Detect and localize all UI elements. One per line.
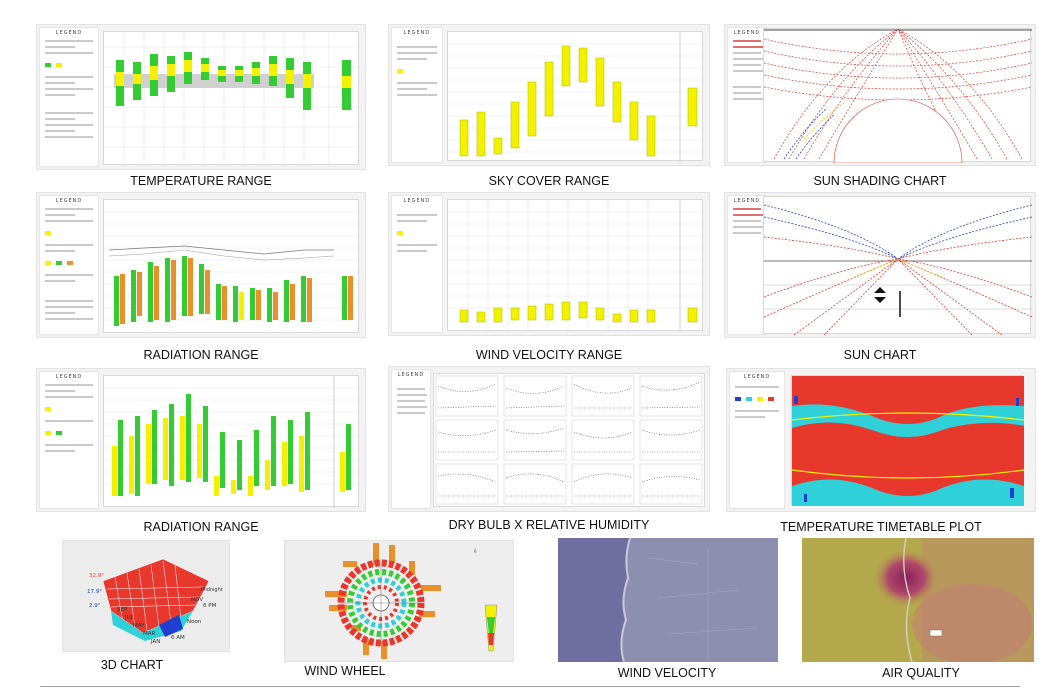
temperature-range-panel: LEGEND <box>36 24 366 170</box>
sky-cover-legend: LEGEND <box>391 27 443 163</box>
chart-3d-panel: 32.9° 17.9° 2.9° SEP JUL MAY MAR JAN NOV… <box>62 540 230 652</box>
timetable-legend: LEGEND <box>729 371 785 509</box>
caption-dry-bulb-rh: DRY BULB X RELATIVE HUMIDITY <box>448 518 650 532</box>
wind-wheel-graphic: ⇩ <box>325 543 498 659</box>
wind-velocity-chart <box>447 199 704 332</box>
legend-title: LEGEND <box>733 198 761 204</box>
caption-radiation-range-1: RADIATION RANGE <box>143 348 259 362</box>
month-jan-label: JAN <box>150 639 160 645</box>
wind-velocity-bars <box>459 301 698 323</box>
radiation-chart-2 <box>103 375 360 508</box>
radiation-chart-1 <box>103 199 360 333</box>
caption-air-quality: AIR QUALITY <box>882 666 960 680</box>
time-midnight-label: Midnight <box>201 587 223 593</box>
time-6am-label: 6 AM <box>171 635 185 641</box>
legend-title: LEGEND <box>403 30 431 36</box>
month-sep-label: SEP <box>117 607 128 613</box>
dry-bulb-rh-chart <box>433 373 705 507</box>
dry-bulb-legend: LEGEND <box>391 369 431 509</box>
temp-mid-label: 17.9° <box>87 589 102 595</box>
legend-title: LEGEND <box>55 30 83 36</box>
legend-title: LEGEND <box>743 374 771 380</box>
temperature-timetable-panel: LEGEND <box>726 368 1036 512</box>
sun-chart <box>763 196 1032 335</box>
time-noon-label: Noon <box>187 619 202 625</box>
caption-wind-velocity-range: WIND VELOCITY RANGE <box>475 348 623 362</box>
dry-bulb-rh-panel: LEGEND <box>388 366 710 512</box>
sky-cover-bars <box>459 45 698 157</box>
time-6pm-label: 6 PM <box>203 603 217 609</box>
timetable-chart <box>791 375 1024 506</box>
caption-sky-cover-range: SKY COVER RANGE <box>488 174 610 188</box>
chart-3d-surface: 32.9° 17.9° 2.9° SEP JUL MAY MAR JAN NOV… <box>87 558 223 645</box>
caption-temperature-timetable: TEMPERATURE TIMETABLE PLOT <box>780 520 982 534</box>
air-quality-map <box>802 538 1034 662</box>
radiation-legend-1: LEGEND <box>39 195 99 335</box>
temperature-range-chart <box>103 31 360 166</box>
temperature-range-legend: LEGEND <box>39 27 99 167</box>
radiation-legend-2: LEGEND <box>39 371 99 509</box>
temp-low-label: 2.9° <box>89 603 101 609</box>
wind-velocity-range-panel: LEGEND <box>388 192 710 336</box>
wind-velocity-map <box>558 538 778 662</box>
radiation-range-panel-2: LEGEND <box>36 368 366 512</box>
sun-shading-panel: LEGEND <box>724 24 1036 166</box>
sky-cover-chart <box>447 31 704 162</box>
radiation-bars-2 <box>112 394 351 496</box>
legend-title: LEGEND <box>55 198 83 204</box>
month-may-label: MAY <box>133 623 145 629</box>
caption-sun-chart: SUN CHART <box>843 348 917 362</box>
caption-wind-wheel: WIND WHEEL <box>304 664 386 678</box>
sky-cover-range-panel: LEGEND <box>388 24 710 166</box>
temperature-bars <box>116 52 351 110</box>
month-nov-label: NOV <box>191 597 203 603</box>
sun-shading-legend: LEGEND <box>727 27 767 163</box>
month-mar-label: MAR <box>143 631 156 637</box>
radiation-range-panel-1: LEGEND <box>36 192 366 338</box>
legend-title: LEGEND <box>55 374 83 380</box>
temp-high-label: 32.9° <box>89 573 104 579</box>
caption-radiation-range-2: RADIATION RANGE <box>143 520 259 534</box>
sun-shading-chart <box>763 28 1032 163</box>
sun-chart-legend: LEGEND <box>727 195 767 335</box>
sun-chart-panel: LEGEND <box>724 192 1036 338</box>
bottom-divider <box>40 686 1020 687</box>
caption-3d-chart: 3D CHART <box>100 658 164 672</box>
legend-title: LEGEND <box>403 198 431 204</box>
legend-title: LEGEND <box>733 30 761 36</box>
wind-wheel-panel: ⇩ <box>284 540 514 662</box>
wind-velocity-legend: LEGEND <box>391 195 443 333</box>
wind-velocity-map-panel <box>558 538 778 662</box>
caption-wind-velocity: WIND VELOCITY <box>617 666 717 680</box>
month-jul-label: JUL <box>124 615 135 621</box>
caption-sun-shading-chart: SUN SHADING CHART <box>813 174 947 188</box>
caption-temperature-range: TEMPERATURE RANGE <box>130 174 272 188</box>
radiation-bars-1 <box>114 256 353 326</box>
svg-text:⇩: ⇩ <box>473 548 478 555</box>
legend-title: LEGEND <box>397 372 425 378</box>
air-quality-map-panel <box>802 538 1034 662</box>
